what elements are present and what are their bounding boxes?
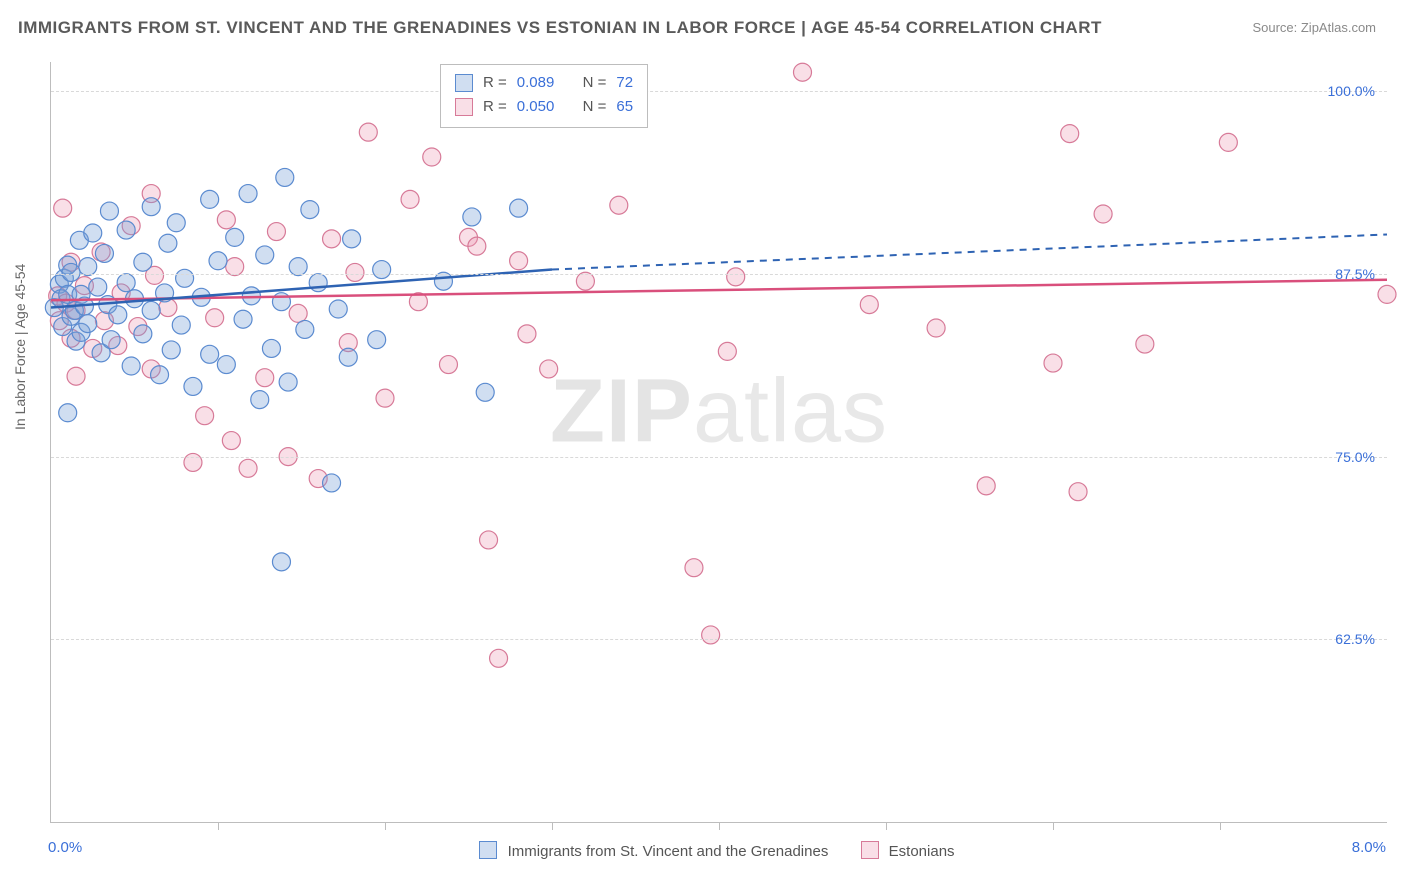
legend-series: Immigrants from St. Vincent and the Gren… — [0, 841, 1406, 860]
swatch-series-a — [455, 74, 473, 92]
chart-svg — [51, 62, 1387, 822]
legend-row-a: R = 0.089 N = 72 — [455, 71, 633, 95]
n-label: N = — [583, 95, 607, 119]
x-tick — [719, 822, 720, 830]
x-min-label: 0.0% — [48, 839, 82, 856]
series-a-label: Immigrants from St. Vincent and the Gren… — [508, 843, 829, 860]
scatter-plot-area: ZIPatlas 62.5%75.0%87.5%100.0% — [50, 62, 1387, 823]
y-tick-label: 100.0% — [1328, 83, 1375, 99]
chart-title: IMMIGRANTS FROM ST. VINCENT AND THE GREN… — [18, 18, 1102, 38]
x-tick — [218, 822, 219, 830]
grid-line — [51, 274, 1387, 275]
grid-line — [51, 457, 1387, 458]
swatch-series-b — [861, 841, 879, 859]
n-label: N = — [583, 71, 607, 95]
x-tick — [1220, 822, 1221, 830]
y-tick-label: 62.5% — [1335, 631, 1375, 647]
y-tick-label: 75.0% — [1335, 449, 1375, 465]
swatch-series-b — [455, 98, 473, 116]
legend-correlation: R = 0.089 N = 72 R = 0.050 N = 65 — [440, 64, 648, 128]
r-value-b: 0.050 — [517, 95, 555, 119]
y-axis-label: In Labor Force | Age 45-54 — [12, 264, 28, 430]
x-max-label: 8.0% — [1352, 839, 1386, 856]
x-tick — [385, 822, 386, 830]
x-tick — [1053, 822, 1054, 830]
n-value-a: 72 — [616, 71, 633, 95]
grid-line — [51, 91, 1387, 92]
r-value-a: 0.089 — [517, 71, 555, 95]
n-value-b: 65 — [616, 95, 633, 119]
y-tick-label: 87.5% — [1335, 266, 1375, 282]
grid-line — [51, 639, 1387, 640]
r-label: R = — [483, 71, 507, 95]
series-b-label: Estonians — [889, 843, 955, 860]
swatch-series-a — [479, 841, 497, 859]
r-label: R = — [483, 95, 507, 119]
x-tick — [886, 822, 887, 830]
legend-row-b: R = 0.050 N = 65 — [455, 95, 633, 119]
x-tick — [552, 822, 553, 830]
source-label: Source: ZipAtlas.com — [1252, 20, 1376, 35]
